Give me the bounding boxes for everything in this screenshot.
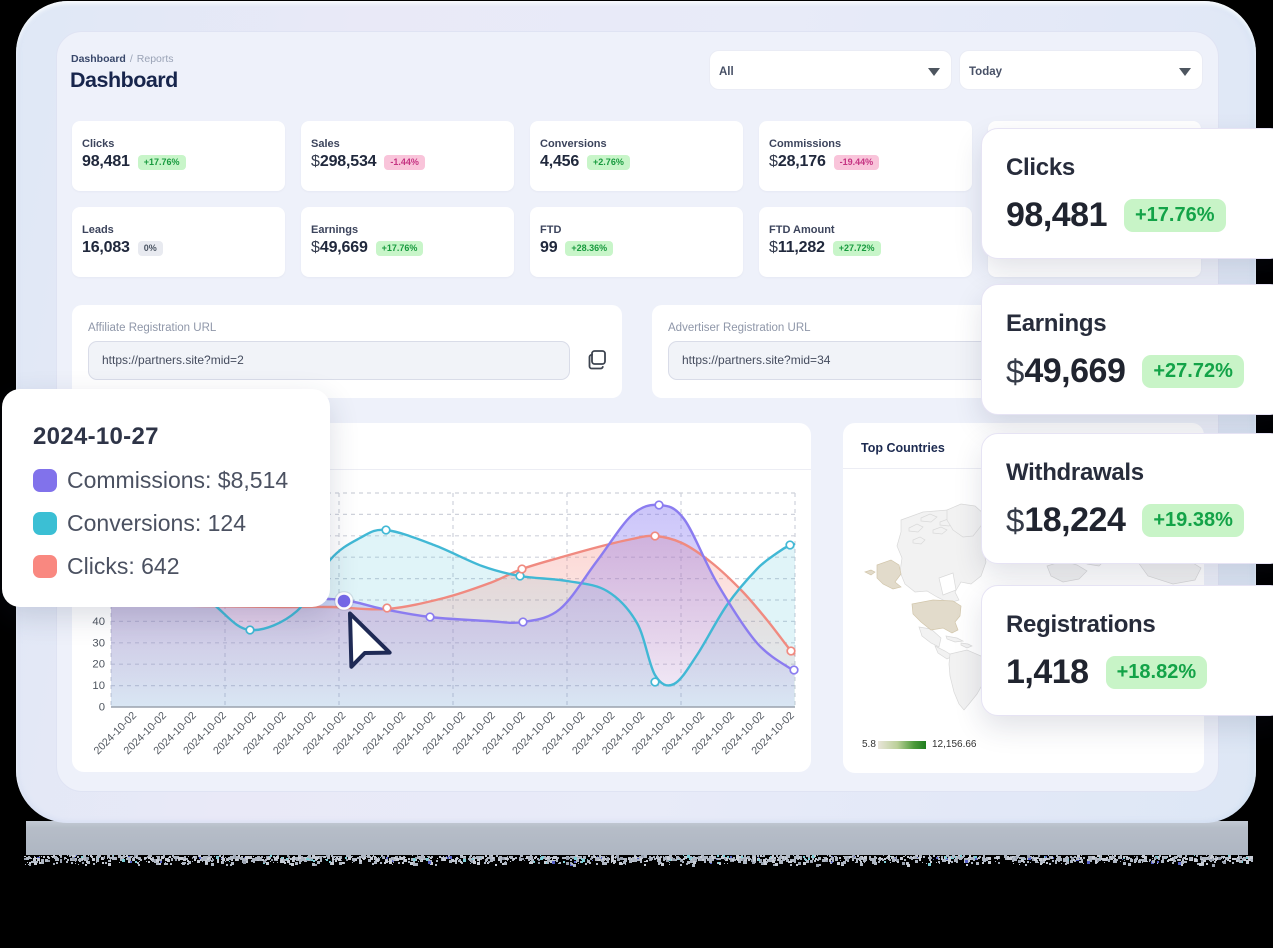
svg-text:10: 10 xyxy=(92,680,105,692)
svg-text:30: 30 xyxy=(92,637,105,649)
svg-text:20: 20 xyxy=(92,659,105,671)
svg-text:0: 0 xyxy=(99,702,105,714)
svg-text:40: 40 xyxy=(92,616,105,628)
